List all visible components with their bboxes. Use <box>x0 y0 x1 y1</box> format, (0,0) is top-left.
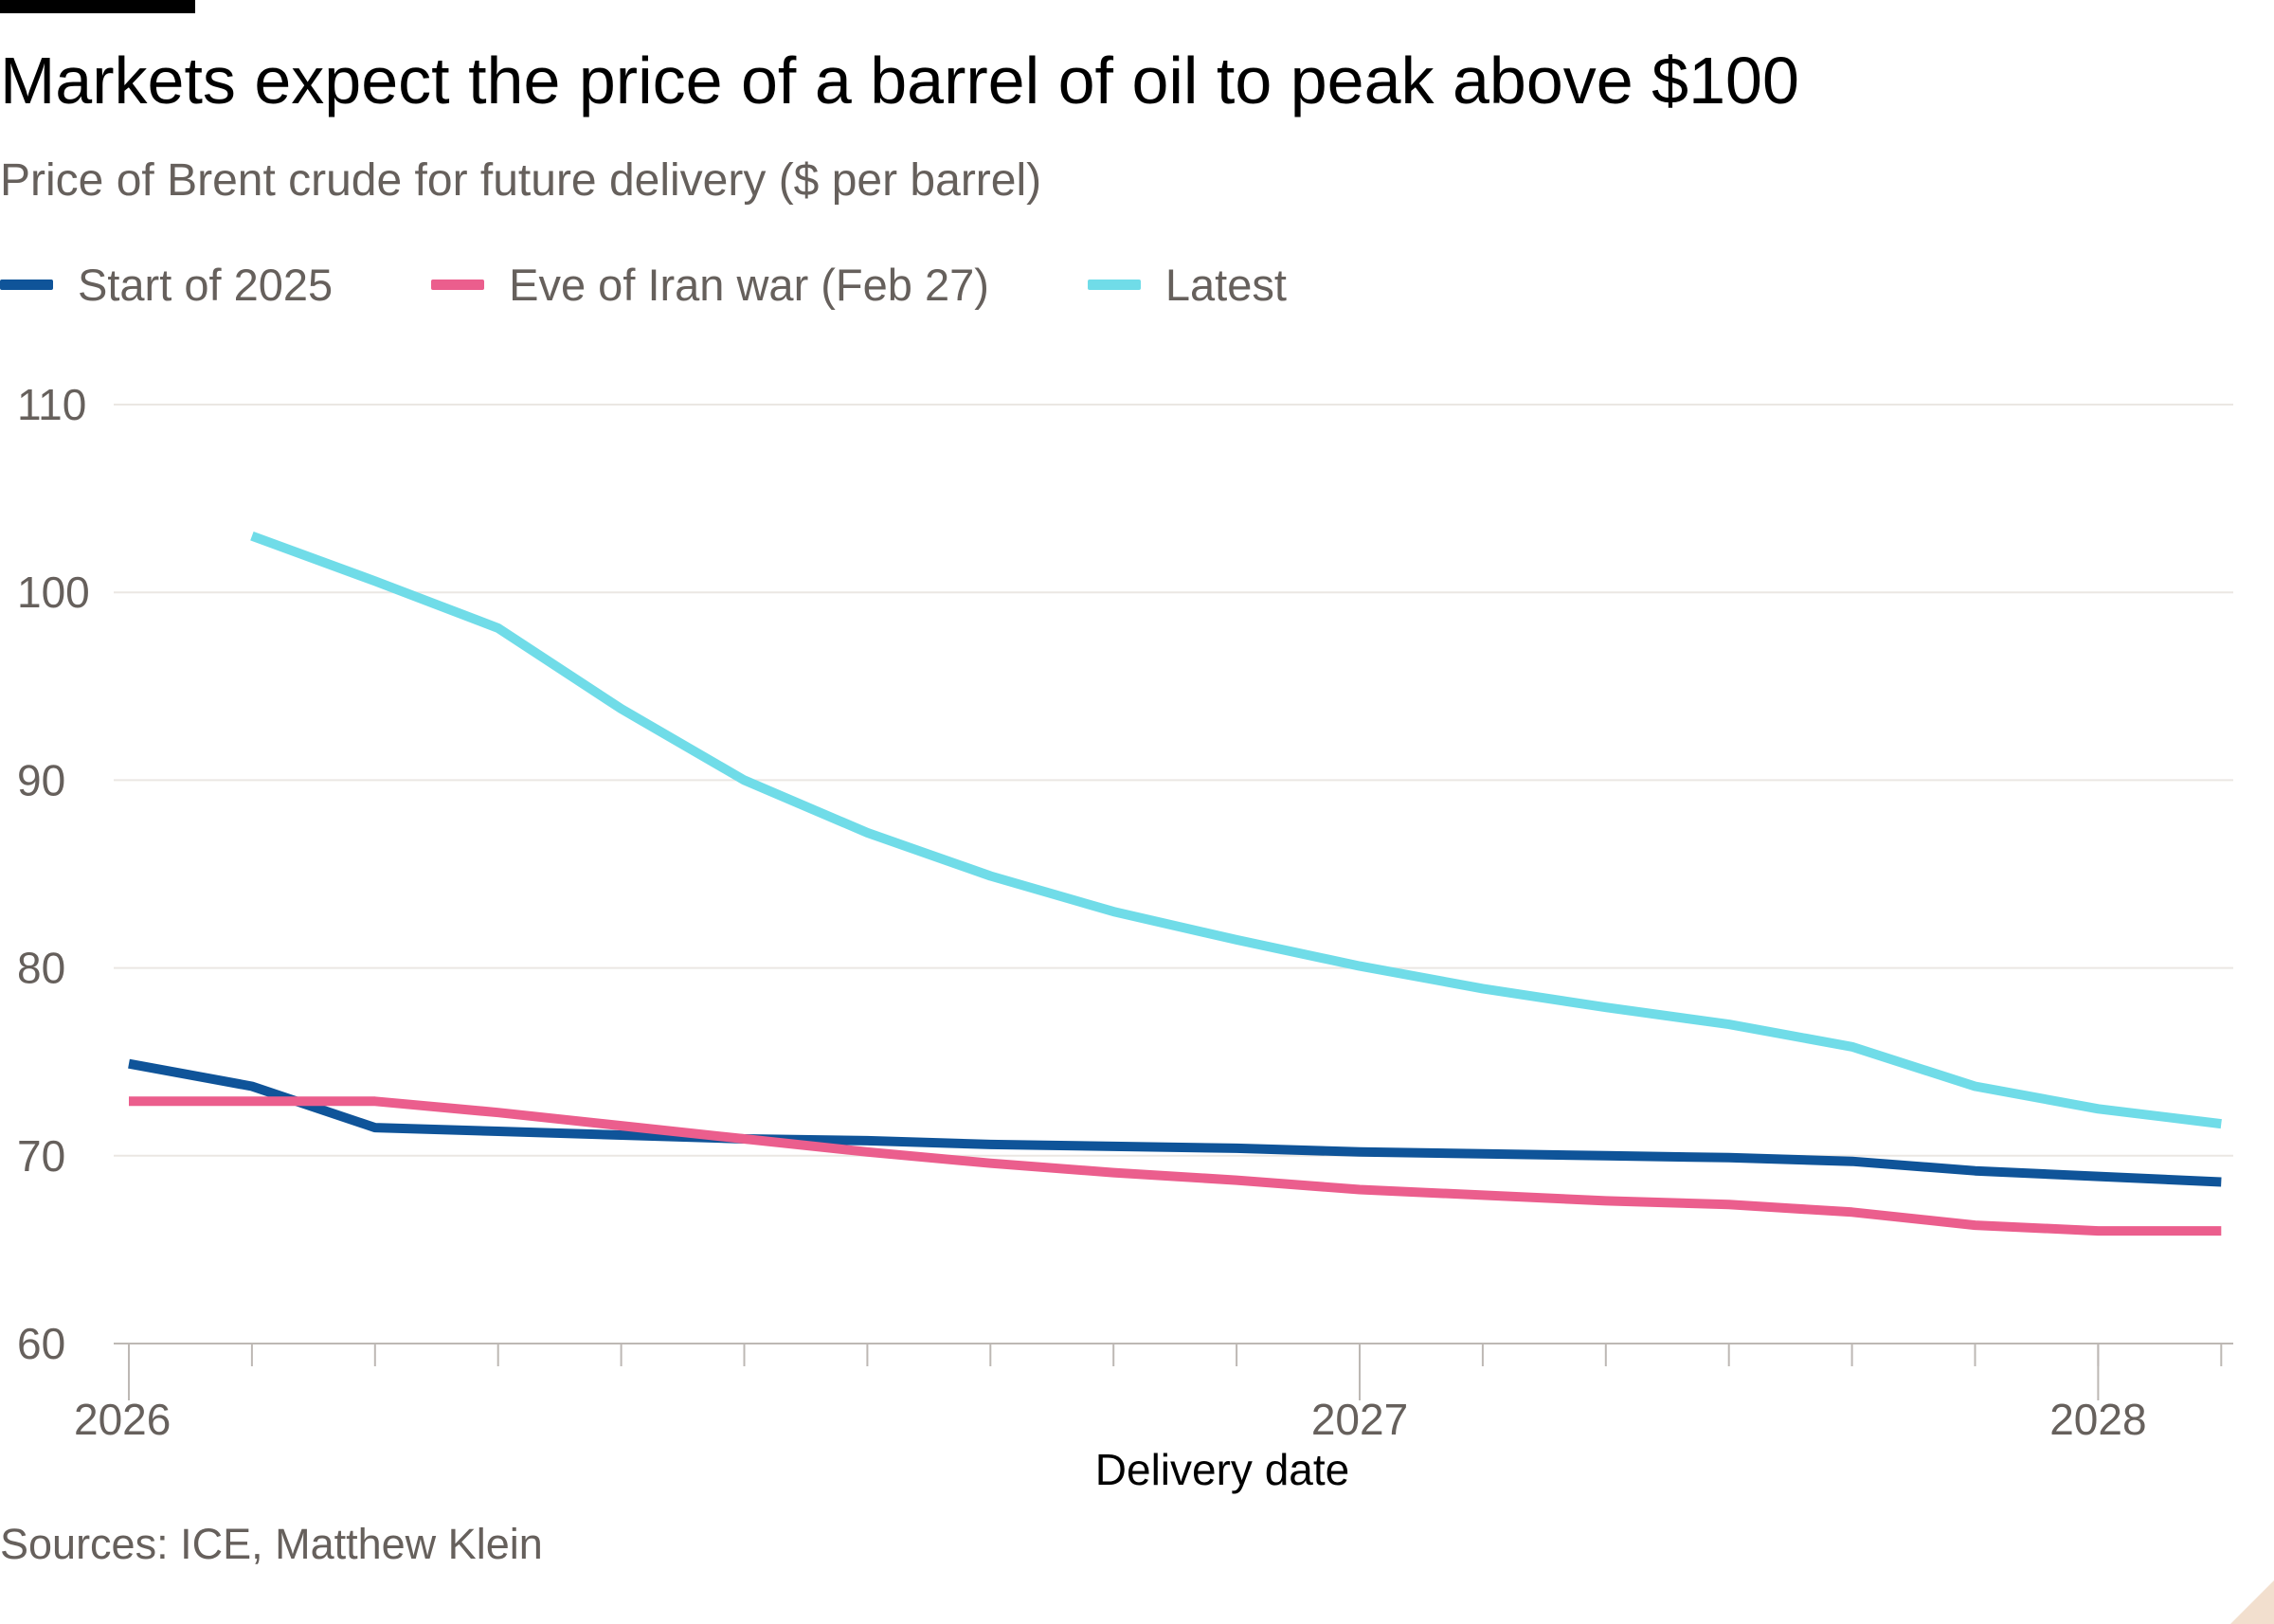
series-line-latest <box>250 532 2222 1129</box>
corner-fold <box>2230 1580 2274 1624</box>
chart-subtitle: Price of Brent crude for future delivery… <box>0 155 1042 206</box>
chart-title: Markets expect the price of a barrel of … <box>0 44 1799 117</box>
legend-swatch <box>1087 279 1141 290</box>
legend-label: Latest <box>1164 259 1287 310</box>
series-line-start-2025 <box>128 1058 2222 1187</box>
y-tick-label: 70 <box>17 1131 65 1181</box>
y-tick-label: 100 <box>17 568 90 617</box>
series-line-eve-iran-war <box>129 1096 2222 1236</box>
legend-item-eve-iran-war: Eve of Iran war (Feb 27) <box>431 259 989 311</box>
x-tick-label: 2026 <box>74 1395 171 1444</box>
legend-swatch <box>431 279 485 290</box>
y-tick-label: 110 <box>17 380 86 429</box>
x-axis-title: Delivery date <box>1095 1445 1349 1494</box>
x-tick-label: 2027 <box>1311 1395 1408 1444</box>
line-chart: 60 70 80 90 100 110 2026 2027 2028 Delivery date <box>17 380 2233 1494</box>
y-tick-label: 80 <box>17 944 65 993</box>
brand-bar <box>0 0 195 13</box>
y-tick-label: 60 <box>17 1319 65 1368</box>
legend-swatch <box>0 279 53 290</box>
x-tick-label: 2028 <box>2049 1395 2146 1444</box>
legend: Start of 2025 Eve of Iran war (Feb 27) L… <box>0 254 1385 315</box>
legend-label: Eve of Iran war (Feb 27) <box>509 259 989 310</box>
legend-item-start-2025: Start of 2025 <box>0 259 333 311</box>
legend-item-latest: Latest <box>1087 259 1287 311</box>
legend-label: Start of 2025 <box>78 259 334 310</box>
source-note: Sources: ICE, Matthew Klein <box>0 1520 543 1568</box>
y-tick-label: 90 <box>17 755 65 804</box>
